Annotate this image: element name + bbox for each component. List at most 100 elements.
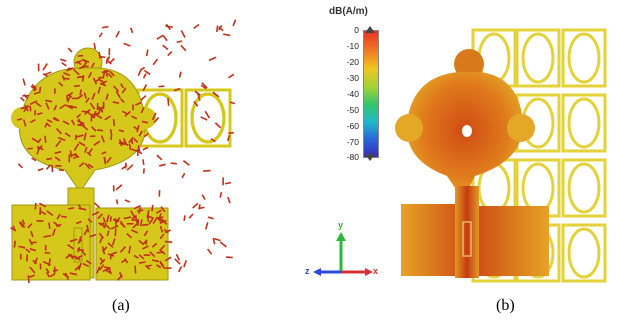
current-arrow xyxy=(45,268,50,274)
current-arrow xyxy=(90,126,97,132)
current-arrow xyxy=(104,115,112,121)
current-arrow xyxy=(91,211,100,216)
current-arrow xyxy=(67,47,73,53)
current-arrow xyxy=(99,221,105,226)
current-arrow xyxy=(60,215,67,218)
current-arrow xyxy=(137,145,141,153)
current-arrow xyxy=(108,267,112,274)
axes-arrows xyxy=(313,232,373,276)
current-arrow xyxy=(38,202,47,208)
current-arrow xyxy=(102,217,107,223)
current-arrow xyxy=(167,97,170,106)
ring-cell-frame xyxy=(561,28,607,88)
current-arrow xyxy=(73,84,80,88)
current-arrow xyxy=(156,154,163,161)
tick-label: -50 xyxy=(346,105,359,115)
current-arrow xyxy=(29,100,38,106)
current-arrow xyxy=(224,181,232,185)
current-arrow xyxy=(37,167,44,172)
current-arrow xyxy=(29,105,32,112)
current-arrow xyxy=(112,101,120,104)
current-arrow xyxy=(170,162,177,165)
current-arrow xyxy=(96,266,101,274)
current-arrow xyxy=(89,102,96,110)
current-arrow xyxy=(133,138,139,143)
current-arrow xyxy=(87,111,95,119)
current-arrow xyxy=(173,87,181,92)
ring-cell-ellipse xyxy=(521,32,555,84)
ring-cell-frame xyxy=(561,93,607,153)
current-arrow xyxy=(124,110,131,117)
current-arrow xyxy=(120,83,125,89)
current-arrow xyxy=(45,99,53,103)
current-arrow xyxy=(193,100,199,107)
current-arrow xyxy=(67,243,74,250)
current-arrow xyxy=(212,91,220,98)
current-arrow xyxy=(123,42,131,47)
current-arrow xyxy=(194,90,201,96)
current-arrow xyxy=(225,256,233,259)
current-arrow xyxy=(208,56,217,62)
current-arrow xyxy=(130,229,138,234)
current-arrow xyxy=(167,50,173,57)
current-arrow xyxy=(44,251,51,255)
current-arrow xyxy=(13,240,17,248)
current-arrow xyxy=(159,163,166,167)
current-arrow xyxy=(46,210,54,217)
current-arrow xyxy=(124,258,129,264)
current-arrow xyxy=(120,98,125,104)
current-arrow xyxy=(95,77,101,83)
current-arrow xyxy=(113,85,120,93)
current-arrow xyxy=(30,230,34,238)
current-arrow xyxy=(159,262,165,269)
colour-scale-legend: dB(A/m) 0 -10 -20 -30 -40 -50 -60 -70 -8… xyxy=(305,0,395,170)
current-arrow xyxy=(83,92,87,99)
tick-label: -80 xyxy=(346,152,359,162)
current-arrow xyxy=(151,112,157,121)
current-arrow xyxy=(88,148,93,154)
current-arrow xyxy=(61,75,66,81)
antenna-patch-a xyxy=(11,47,169,281)
current-arrow xyxy=(45,122,51,128)
current-arrow xyxy=(140,106,145,114)
current-arrow xyxy=(97,86,101,94)
current-arrow xyxy=(126,233,133,239)
current-arrow xyxy=(114,218,117,226)
current-arrow xyxy=(29,274,35,278)
current-arrow xyxy=(65,254,72,259)
current-arrow xyxy=(178,71,182,78)
current-arrow xyxy=(138,207,142,214)
current-arrow xyxy=(85,259,92,265)
current-arrow xyxy=(106,156,112,164)
current-arrow xyxy=(83,229,88,236)
current-arrow xyxy=(97,213,104,220)
current-arrow xyxy=(204,222,209,230)
current-arrow xyxy=(177,265,183,273)
current-arrow xyxy=(98,106,104,113)
current-arrow xyxy=(138,239,144,245)
current-arrow xyxy=(152,58,159,66)
current-arrow xyxy=(158,213,162,220)
current-arrow xyxy=(138,130,143,137)
current-arrow xyxy=(139,66,146,71)
current-arrow xyxy=(82,63,87,69)
current-arrow xyxy=(182,160,190,166)
current-arrow xyxy=(70,119,76,126)
ring-cell-ellipse xyxy=(190,92,226,144)
current-arrow xyxy=(76,94,84,100)
current-arrow xyxy=(121,87,127,94)
current-arrow xyxy=(69,150,73,158)
current-arrow xyxy=(142,73,147,79)
current-arrow xyxy=(207,248,213,255)
current-arrow xyxy=(115,90,121,99)
current-arrow xyxy=(159,248,166,255)
caption-b: (b) xyxy=(496,297,515,314)
current-arrow xyxy=(69,272,78,276)
current-arrow xyxy=(115,30,120,38)
legend-title: dB(A/m) xyxy=(329,6,368,17)
current-arrow xyxy=(91,62,95,68)
current-arrow xyxy=(27,275,30,284)
tick-label: -20 xyxy=(346,57,359,67)
current-arrow xyxy=(77,124,85,127)
current-arrow xyxy=(35,102,42,108)
